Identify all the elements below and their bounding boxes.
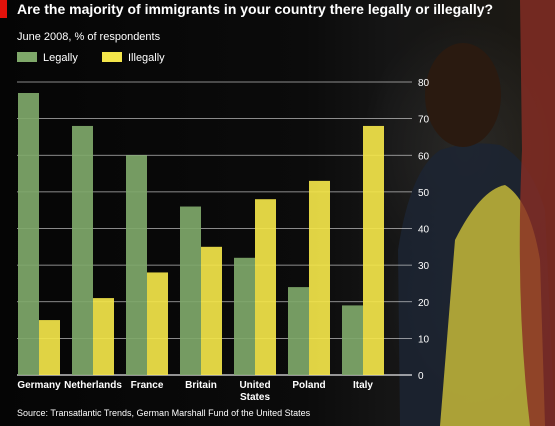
y-axis-ticks: 0 10 20 30 40 50 60 70 80 bbox=[418, 78, 430, 382]
accent-bar bbox=[0, 0, 7, 18]
bar-legally-britain bbox=[180, 206, 201, 375]
curtain bbox=[519, 0, 555, 426]
y-tick-label: 40 bbox=[418, 225, 430, 236]
y-tick-label: 70 bbox=[418, 115, 430, 126]
x-category-label: Britain bbox=[185, 380, 217, 391]
y-tick-label: 10 bbox=[418, 334, 430, 345]
bar-illegally-italy bbox=[363, 125, 384, 375]
chart-subtitle: June 2008, % of respondents bbox=[17, 31, 161, 43]
person-jacket bbox=[440, 185, 545, 426]
bar-legally-poland bbox=[288, 287, 309, 375]
x-category-label: Germany bbox=[17, 380, 61, 391]
x-category-label: Poland bbox=[292, 380, 325, 391]
x-category-label: Netherlands bbox=[64, 380, 122, 391]
bar-illegally-poland bbox=[309, 180, 330, 375]
background-photo bbox=[398, 0, 555, 426]
legend-label-legally: Legally bbox=[43, 52, 78, 64]
legend-label-illegally: Illegally bbox=[128, 52, 165, 64]
x-category-label: Italy bbox=[353, 380, 373, 391]
y-tick-label: 30 bbox=[418, 261, 430, 272]
legend-swatch-legally bbox=[17, 52, 37, 62]
bar-illegally-germany bbox=[39, 320, 60, 375]
y-tick-label: 60 bbox=[418, 151, 430, 162]
bar-legally-france bbox=[126, 155, 147, 375]
bar-legally-germany bbox=[18, 92, 39, 376]
x-category-label: United States bbox=[239, 380, 270, 403]
y-tick-label: 0 bbox=[418, 371, 424, 382]
y-tick-label: 80 bbox=[418, 78, 430, 89]
bars bbox=[18, 92, 384, 376]
person-head bbox=[425, 43, 501, 147]
legend-swatch-illegally bbox=[102, 52, 122, 62]
bar-illegally-united-states bbox=[255, 199, 276, 375]
x-category-label: France bbox=[131, 380, 164, 391]
legend: Legally Illegally bbox=[17, 52, 165, 64]
y-tick-label: 20 bbox=[418, 298, 430, 309]
bar-illegally-britain bbox=[201, 246, 222, 375]
bar-legally-united-states bbox=[234, 257, 255, 375]
source-note: Source: Transatlantic Trends, German Mar… bbox=[17, 408, 311, 418]
y-tick-label: 50 bbox=[418, 188, 430, 199]
bar-illegally-netherlands bbox=[93, 298, 114, 375]
bar-legally-italy bbox=[342, 305, 363, 375]
x-axis-categories: Germany Netherlands France Britain United Sta… bbox=[17, 380, 373, 403]
chart-title: Are the majority of immigrants in your c… bbox=[17, 1, 493, 17]
bar-illegally-france bbox=[147, 272, 168, 375]
bar-legally-netherlands bbox=[72, 125, 93, 375]
